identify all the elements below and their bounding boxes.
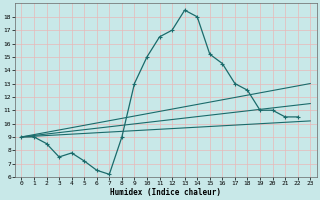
X-axis label: Humidex (Indice chaleur): Humidex (Indice chaleur) bbox=[110, 188, 221, 197]
